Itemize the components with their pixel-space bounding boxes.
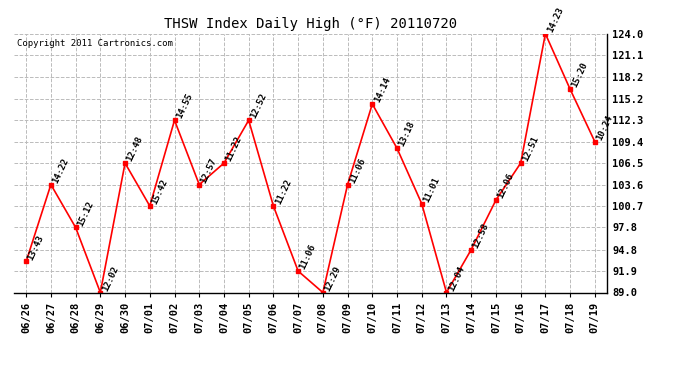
Text: 15:12: 15:12: [76, 199, 95, 228]
Text: 11:06: 11:06: [298, 243, 317, 271]
Text: 10:24: 10:24: [595, 114, 614, 142]
Text: 14:14: 14:14: [373, 76, 392, 104]
Title: THSW Index Daily High (°F) 20110720: THSW Index Daily High (°F) 20110720: [164, 17, 457, 31]
Text: 12:48: 12:48: [125, 135, 145, 163]
Text: 12:06: 12:06: [496, 172, 515, 200]
Text: 14:23: 14:23: [545, 6, 565, 34]
Text: Copyright 2011 Cartronics.com: Copyright 2011 Cartronics.com: [17, 39, 172, 48]
Text: 11:06: 11:06: [348, 156, 367, 184]
Text: 12:58: 12:58: [471, 222, 491, 250]
Text: 14:22: 14:22: [51, 156, 70, 184]
Text: 12:51: 12:51: [521, 135, 540, 163]
Text: 11:22: 11:22: [224, 135, 244, 163]
Text: 12:04: 12:04: [446, 264, 466, 292]
Text: 12:52: 12:52: [248, 92, 268, 120]
Text: 13:43: 13:43: [26, 233, 46, 261]
Text: 15:42: 15:42: [150, 178, 169, 206]
Text: 12:57: 12:57: [199, 156, 219, 184]
Text: 11:01: 11:01: [422, 176, 442, 204]
Text: 11:22: 11:22: [273, 178, 293, 206]
Text: 12:29: 12:29: [323, 264, 342, 292]
Text: 15:20: 15:20: [570, 61, 590, 89]
Text: 14:55: 14:55: [175, 92, 194, 120]
Text: 13:18: 13:18: [397, 120, 417, 148]
Text: 12:02: 12:02: [100, 264, 120, 292]
